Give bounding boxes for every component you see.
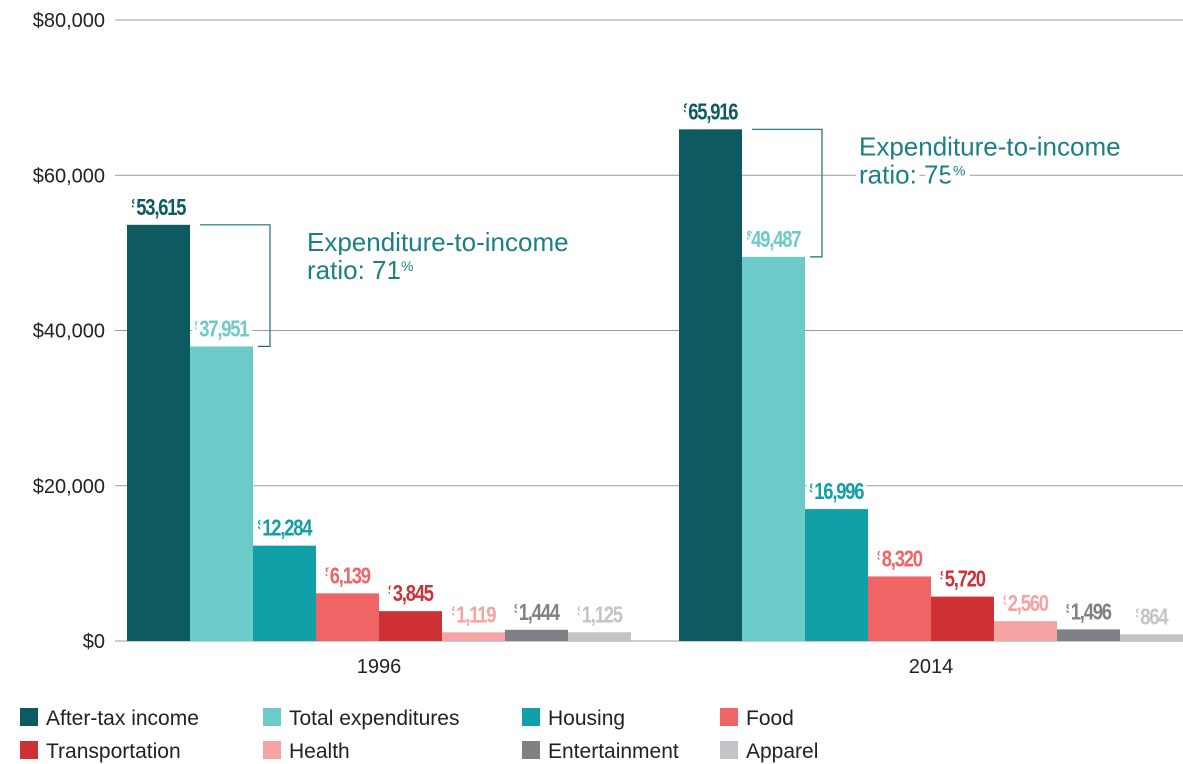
value-label: $65,916 — [684, 99, 738, 124]
legend-swatch — [720, 741, 738, 759]
value-label: $8,320 — [877, 547, 922, 572]
bar — [505, 629, 568, 641]
legend-label: Apparel — [746, 740, 818, 763]
legend-label: Food — [746, 707, 794, 730]
bar — [679, 129, 742, 641]
annotation: Expenditure-to-income — [307, 227, 569, 257]
bar — [316, 593, 379, 641]
legend-label: Housing — [548, 707, 625, 730]
legend-swatch — [522, 741, 540, 759]
legend-swatch — [20, 708, 38, 726]
value-label: $1,125 — [577, 602, 622, 627]
legend-swatch — [263, 741, 281, 759]
value-label: $12,284 — [258, 516, 313, 541]
y-tick-label: $40,000 — [33, 321, 105, 343]
value-label: $2,560 — [1003, 591, 1048, 616]
bar — [253, 545, 316, 641]
legend-swatch — [720, 708, 738, 726]
bar — [190, 346, 253, 641]
value-label: $864 — [1136, 604, 1169, 629]
bar — [568, 632, 631, 641]
annotation: Expenditure-to-income — [859, 131, 1121, 161]
legend-swatch — [522, 708, 540, 726]
bar — [994, 621, 1057, 641]
annotation: ratio: 71% — [307, 255, 413, 285]
legend-label: After-tax income — [46, 707, 199, 730]
legend-label: Entertainment — [548, 740, 679, 763]
annotation: ratio: 75% — [859, 159, 965, 189]
legend-label: Transportation — [46, 740, 181, 763]
value-label: $1,496 — [1066, 600, 1111, 625]
value-label: $37,951 — [195, 317, 249, 342]
value-label: $53,615 — [132, 195, 186, 220]
value-label: $1,119 — [452, 602, 496, 627]
bar — [127, 224, 190, 641]
bar — [442, 632, 505, 641]
value-label: $5,720 — [940, 567, 985, 592]
bar — [805, 509, 868, 641]
x-tick-label: 2014 — [909, 656, 954, 678]
bracket — [200, 224, 271, 348]
bar — [1057, 629, 1120, 641]
y-tick-label: $60,000 — [33, 165, 105, 187]
value-label: $16,996 — [810, 479, 864, 504]
legend-label: Health — [289, 740, 350, 763]
y-tick-label: $0 — [83, 631, 105, 653]
value-label: $3,845 — [388, 581, 433, 606]
y-tick-label: $80,000 — [33, 10, 105, 32]
x-tick-label: 1996 — [357, 656, 402, 678]
bar — [868, 576, 931, 641]
bar — [931, 596, 994, 641]
bar — [379, 611, 442, 641]
bracket — [752, 128, 823, 258]
bar — [1120, 634, 1183, 641]
value-label: $6,139 — [325, 563, 370, 588]
y-tick-label: $20,000 — [33, 476, 105, 498]
value-label: $49,487 — [747, 227, 801, 252]
legend-swatch — [20, 741, 38, 759]
legend-swatch — [263, 708, 281, 726]
legend-label: Total expenditures — [289, 707, 459, 730]
bar — [742, 256, 805, 641]
value-label: $1,444 — [514, 600, 560, 625]
